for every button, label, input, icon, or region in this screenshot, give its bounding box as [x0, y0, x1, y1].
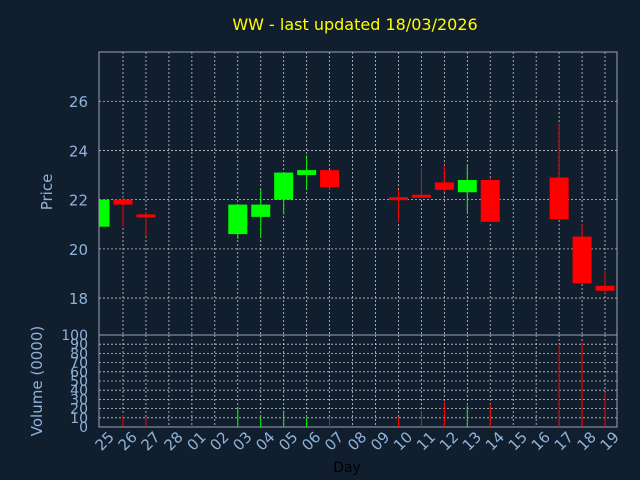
volume-tick-label: 70 [70, 356, 88, 372]
price-tick-label: 22 [69, 192, 88, 210]
candle-body [434, 182, 454, 190]
volume-tick-label: 30 [70, 392, 88, 408]
volume-tick-label: 100 [61, 328, 88, 344]
price-axis-label: Price [38, 174, 56, 211]
chart-title: WW - last updated 18/03/2026 [232, 15, 477, 34]
price-tick-label: 26 [69, 93, 88, 111]
price-tick-label: 18 [69, 290, 88, 308]
candle-body [113, 199, 133, 205]
volume-tick-label: 50 [70, 374, 88, 390]
candle-body [99, 199, 110, 227]
candle-body [251, 204, 271, 217]
volume-tick-label: 40 [70, 383, 88, 399]
volume-tick-label: 60 [70, 365, 88, 381]
volume-axis-label: Volume (0000) [28, 326, 46, 436]
x-tick-label: 19 [597, 428, 623, 454]
candle-body [480, 179, 500, 222]
candle-body [457, 179, 477, 193]
volume-tick-label: 80 [70, 346, 88, 362]
volume-panel-frame [98, 334, 618, 428]
candle-body [388, 197, 408, 201]
volume-tick-label: 10 [70, 411, 88, 427]
candle-body [411, 194, 431, 198]
volume-tick-label: 0 [79, 420, 88, 436]
volume-tick-label: 20 [70, 402, 88, 418]
volume-tick-label: 90 [70, 337, 88, 353]
candle-body [320, 170, 340, 188]
candle-body [297, 170, 317, 176]
price-tick-label: 20 [69, 241, 88, 259]
price-tick-label: 24 [69, 142, 88, 160]
candle-body [572, 236, 592, 284]
candle-body [228, 204, 248, 235]
price-panel: 18 20 22 24 26 [69, 51, 618, 336]
x-axis-label: Day [333, 460, 361, 476]
candle-body [549, 177, 569, 220]
price-panel-frame [98, 51, 618, 336]
candle-body [595, 285, 615, 291]
candle-body [136, 214, 156, 218]
candle-body [274, 172, 294, 200]
x-tick-labels: 2526272801020304050607080910111213141516… [92, 428, 623, 454]
